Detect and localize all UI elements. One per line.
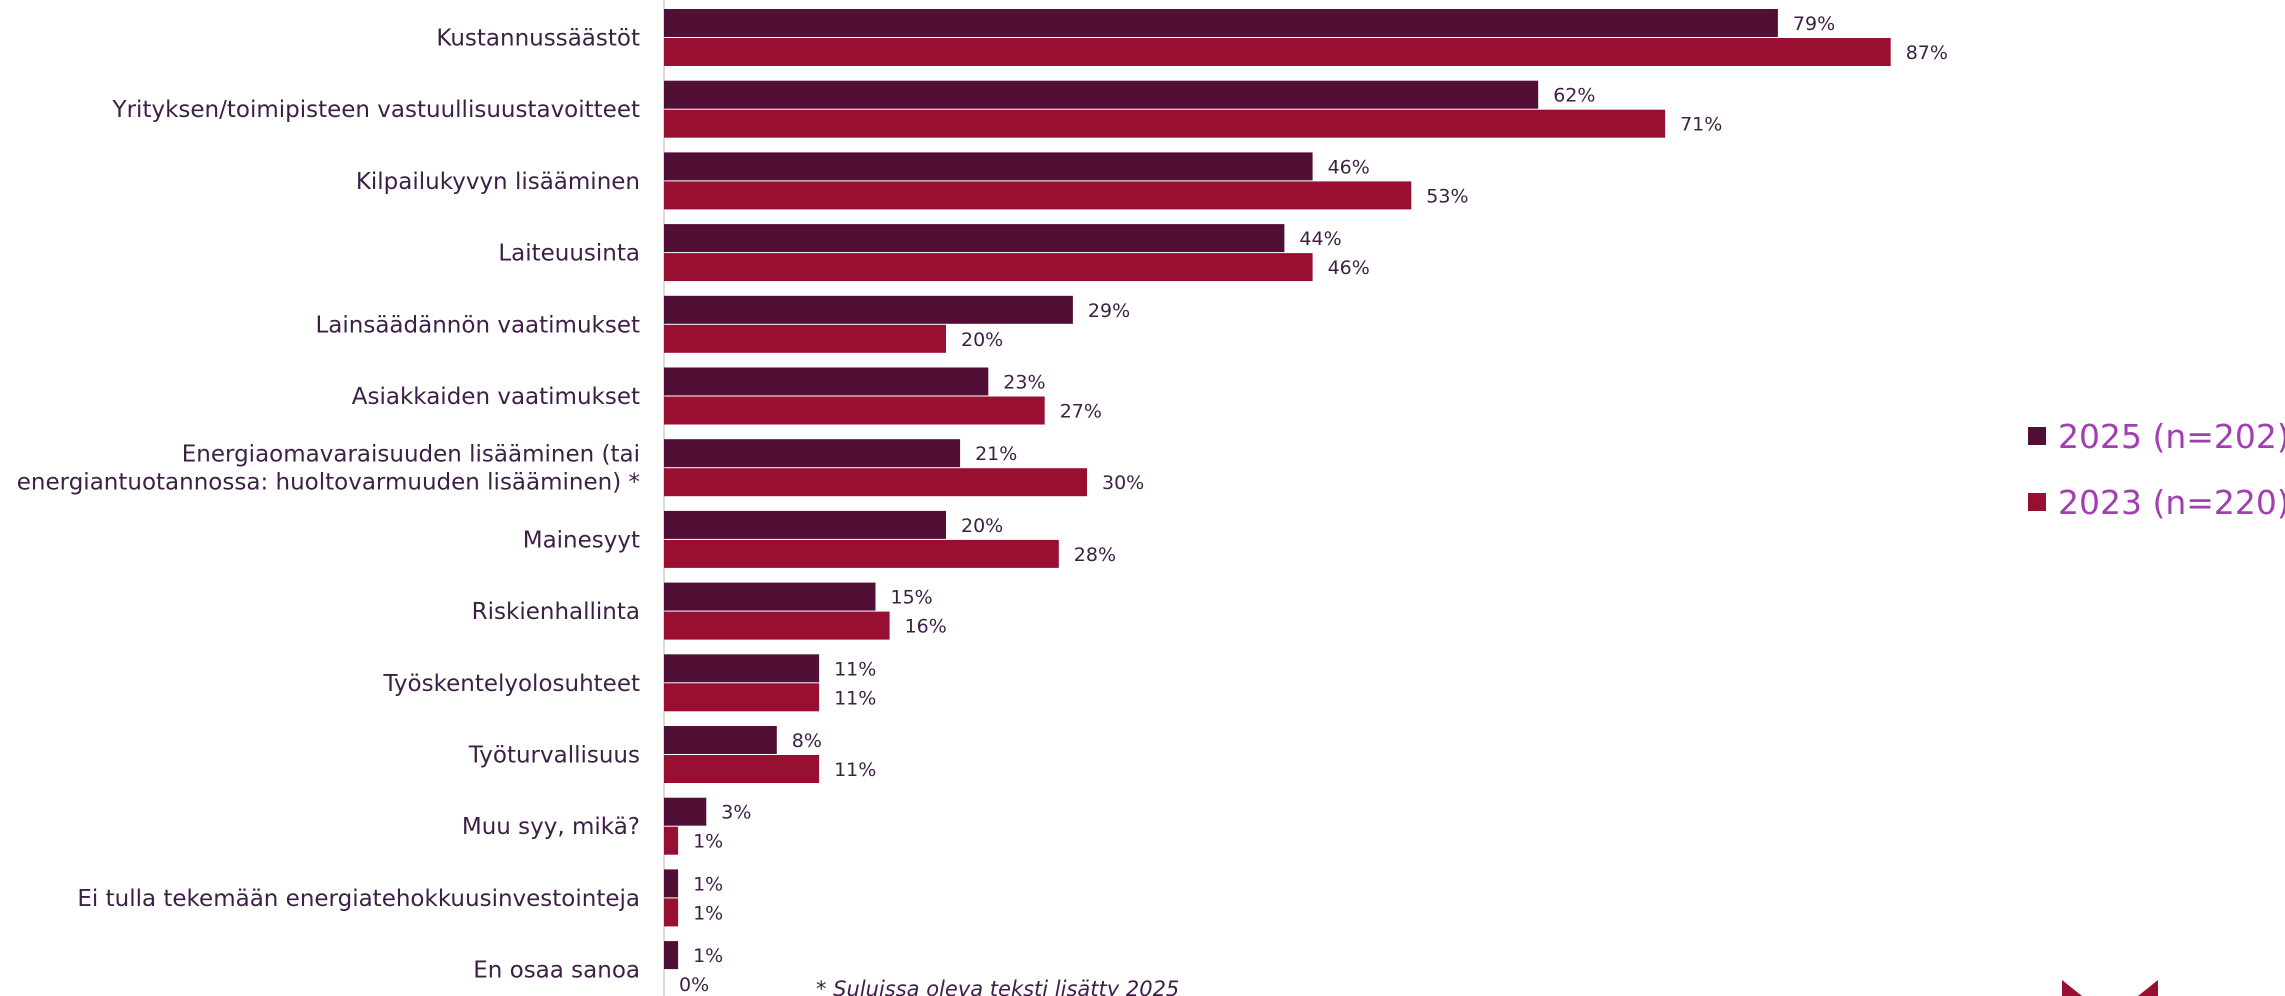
data-label-s2-7: 28% — [1074, 544, 1116, 566]
data-label-s2-8: 16% — [905, 616, 947, 638]
data-label-s1-13: 1% — [693, 945, 723, 967]
bar-s2-2 — [664, 181, 1412, 210]
data-label-s1-1: 62% — [1553, 85, 1595, 107]
data-label-s1-11: 3% — [721, 802, 751, 824]
data-label-s1-7: 20% — [961, 515, 1003, 537]
category-label-4: Lainsäädännön vaatimukset — [315, 312, 640, 338]
bar-s2-6 — [664, 468, 1087, 497]
category-label-6: Energiaomavaraisuuden lisääminen (tai ene… — [17, 442, 640, 496]
legend-swatch-0 — [2028, 427, 2046, 445]
bar-s1-1 — [664, 80, 1539, 109]
data-label-s2-13: 0% — [679, 974, 709, 996]
category-label-0: Kustannussäästöt — [436, 26, 640, 52]
bar-s1-9 — [664, 654, 820, 683]
bar-s1-2 — [664, 152, 1313, 181]
bar-s2-1 — [664, 109, 1666, 138]
category-label-2: Kilpailukyvyn lisääminen — [356, 169, 640, 195]
data-label-s2-6: 30% — [1102, 472, 1144, 494]
data-label-s1-9: 11% — [834, 658, 876, 680]
category-label-7: Mainesyyt — [523, 527, 640, 553]
data-label-s1-2: 46% — [1328, 156, 1370, 178]
category-label-13: En osaa sanoa — [473, 958, 640, 984]
logo-shape-left — [2062, 980, 2082, 996]
legend-label-0: 2025 (n=202) — [2058, 417, 2285, 456]
data-label-s2-11: 1% — [693, 831, 723, 853]
bar-s1-4 — [664, 295, 1073, 324]
data-label-s1-10: 8% — [792, 730, 822, 752]
legend-swatch-1 — [2028, 493, 2046, 511]
data-label-s2-0: 87% — [1906, 42, 1948, 64]
data-label-s1-3: 44% — [1299, 228, 1341, 250]
bar-s2-5 — [664, 396, 1045, 425]
bar-s1-10 — [664, 726, 777, 754]
category-label-3: Laiteuusinta — [498, 241, 640, 267]
bar-s1-0 — [664, 9, 1778, 37]
bar-s2-9 — [664, 683, 820, 712]
category-label-11: Muu syy, mikä? — [462, 814, 640, 840]
data-label-s1-0: 79% — [1793, 13, 1835, 35]
labels-group: 79% 87% Kustannussäästöt 62% 71% Yrityksen/to… — [17, 13, 1948, 996]
data-label-s1-12: 1% — [693, 873, 723, 895]
bar-s1-3 — [664, 224, 1285, 253]
bar-s1-12 — [664, 869, 679, 898]
category-label-9: Työskentelyolosuhteet — [382, 671, 640, 697]
data-label-s1-8: 15% — [891, 587, 933, 609]
bar-s1-8 — [664, 582, 876, 611]
bar-s2-0 — [664, 38, 1891, 66]
bar-s2-11 — [664, 826, 679, 855]
bar-s2-12 — [664, 898, 679, 927]
data-label-s1-6: 21% — [975, 443, 1017, 465]
logo-mark — [2062, 980, 2158, 996]
category-label-10: Työturvallisuus — [468, 743, 640, 769]
data-label-s2-4: 20% — [961, 329, 1003, 351]
data-label-s2-10: 11% — [834, 759, 876, 781]
bar-s2-3 — [664, 253, 1313, 282]
data-label-s2-1: 71% — [1680, 114, 1722, 136]
legend: 2025 (n=202) 2023 (n=220) — [2028, 417, 2285, 522]
bar-s2-4 — [664, 324, 946, 353]
bars-group — [664, 9, 1891, 970]
logo-shape-right — [2138, 980, 2158, 996]
category-label-12: Ei tulla tekemään energiatehokkuusinvest… — [77, 886, 640, 912]
data-label-s2-5: 27% — [1060, 401, 1102, 423]
bar-s2-10 — [664, 755, 820, 783]
bar-s1-7 — [664, 510, 946, 539]
category-label-5: Asiakkaiden vaatimukset — [352, 384, 640, 410]
bar-s1-11 — [664, 797, 707, 826]
data-label-s2-9: 11% — [834, 687, 876, 709]
data-label-s1-4: 29% — [1088, 300, 1130, 322]
bar-s2-7 — [664, 539, 1059, 568]
data-label-s2-12: 1% — [693, 902, 723, 924]
data-label-s2-3: 46% — [1328, 257, 1370, 279]
legend-label-1: 2023 (n=220) — [2058, 483, 2285, 522]
bar-s1-5 — [664, 367, 989, 396]
bar-s2-8 — [664, 611, 890, 640]
data-label-s2-2: 53% — [1426, 185, 1468, 207]
data-label-s1-5: 23% — [1003, 372, 1045, 394]
bar-s1-13 — [664, 941, 679, 970]
category-label-1: Yrityksen/toimipisteen vastuullisuustavo… — [112, 97, 640, 123]
category-label-8: Riskienhallinta — [472, 599, 640, 625]
bar-s1-6 — [664, 439, 961, 468]
chart-footnote: * Suluissa oleva teksti lisätty 2025 — [816, 977, 1179, 996]
